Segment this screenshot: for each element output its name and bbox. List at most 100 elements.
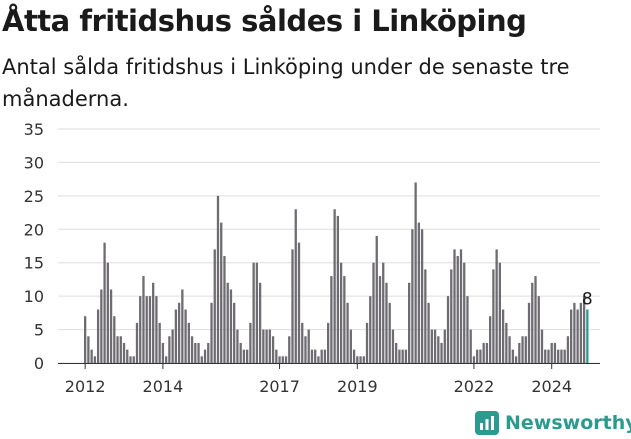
newsworthy-bar-icon (475, 411, 499, 435)
bar (255, 262, 259, 363)
chart-subtitle: Antal sålda fritidshus i Linköping under… (2, 55, 570, 111)
bar (566, 336, 570, 363)
bar (420, 229, 424, 363)
newsworthy-logo: Newsworthy (475, 408, 631, 438)
bar (356, 356, 359, 363)
y-tick-label: 35 (24, 120, 44, 139)
bar (288, 336, 291, 363)
bar (139, 296, 142, 363)
bar (171, 329, 174, 363)
bar (106, 262, 109, 363)
bar (96, 309, 100, 363)
y-tick-label: 25 (24, 187, 44, 206)
bar (229, 289, 233, 363)
bar (330, 276, 333, 363)
bar (135, 322, 139, 363)
bar (398, 349, 401, 363)
bar (430, 329, 433, 363)
bar (122, 342, 126, 363)
y-tick-label: 0 (34, 354, 44, 373)
bar (359, 356, 362, 363)
bar (443, 329, 446, 363)
bar (126, 349, 129, 363)
bar (268, 329, 271, 363)
bar (388, 302, 391, 363)
bar (200, 356, 203, 363)
bar (239, 342, 242, 363)
bar (327, 322, 330, 363)
bar (220, 222, 223, 363)
bar (132, 356, 135, 363)
bar (339, 262, 343, 363)
bar (258, 282, 262, 363)
bar (119, 336, 122, 363)
bar (271, 336, 275, 363)
bar (317, 356, 320, 363)
bar (281, 356, 284, 363)
y-tick-label: 5 (34, 321, 44, 340)
bar (216, 195, 220, 363)
bar (184, 309, 187, 363)
bar (333, 209, 336, 363)
bar (93, 356, 97, 363)
bar (437, 336, 440, 363)
bar (233, 302, 236, 363)
bar (586, 309, 589, 363)
bar (456, 256, 459, 363)
bar (177, 302, 181, 363)
x-tick-label: 2012 (65, 377, 106, 396)
bar (514, 356, 518, 363)
bar (190, 336, 194, 363)
bar (550, 342, 553, 363)
x-tick-label: 2019 (337, 377, 378, 396)
y-tick-label: 20 (24, 220, 44, 239)
bar (278, 356, 281, 363)
bar (372, 262, 375, 363)
bar (505, 322, 508, 363)
bar (427, 302, 430, 363)
bar (544, 349, 547, 363)
annotations: 8 (582, 290, 593, 310)
bar (116, 336, 119, 363)
bar (527, 302, 531, 363)
x-tick-label: 2022 (454, 377, 495, 396)
bar (87, 336, 90, 363)
bar (385, 282, 388, 363)
bar (369, 296, 372, 363)
bar (450, 269, 453, 363)
bar (210, 302, 213, 363)
bar (294, 209, 297, 363)
bar (469, 329, 472, 363)
bar (570, 309, 573, 363)
x-tick-label: 2024 (531, 377, 572, 396)
bar (181, 289, 184, 363)
x-tick-label: 2017 (259, 377, 300, 396)
bar (213, 249, 216, 363)
y-tick-label: 15 (24, 254, 44, 273)
last-value-label: 8 (582, 290, 593, 310)
bar (346, 302, 349, 363)
bar (414, 182, 417, 363)
bar (547, 349, 550, 363)
bar (463, 262, 466, 363)
bar (301, 322, 304, 363)
bar (323, 349, 327, 363)
chart-title: Åtta fritidshus såldes i Linköping (2, 4, 527, 38)
bar (152, 282, 155, 363)
bar (310, 349, 314, 363)
bar (524, 336, 527, 363)
bar (352, 349, 356, 363)
bar (508, 336, 511, 363)
bar (408, 282, 411, 363)
bar (476, 349, 479, 363)
bar (252, 262, 255, 363)
bar (174, 309, 178, 363)
bar (375, 235, 378, 363)
brand-name: Newsworthy (505, 412, 631, 434)
bar (573, 302, 576, 363)
bar (223, 256, 226, 363)
bar (378, 276, 382, 363)
bar (203, 349, 207, 363)
bar (534, 276, 537, 363)
bar (343, 276, 346, 363)
